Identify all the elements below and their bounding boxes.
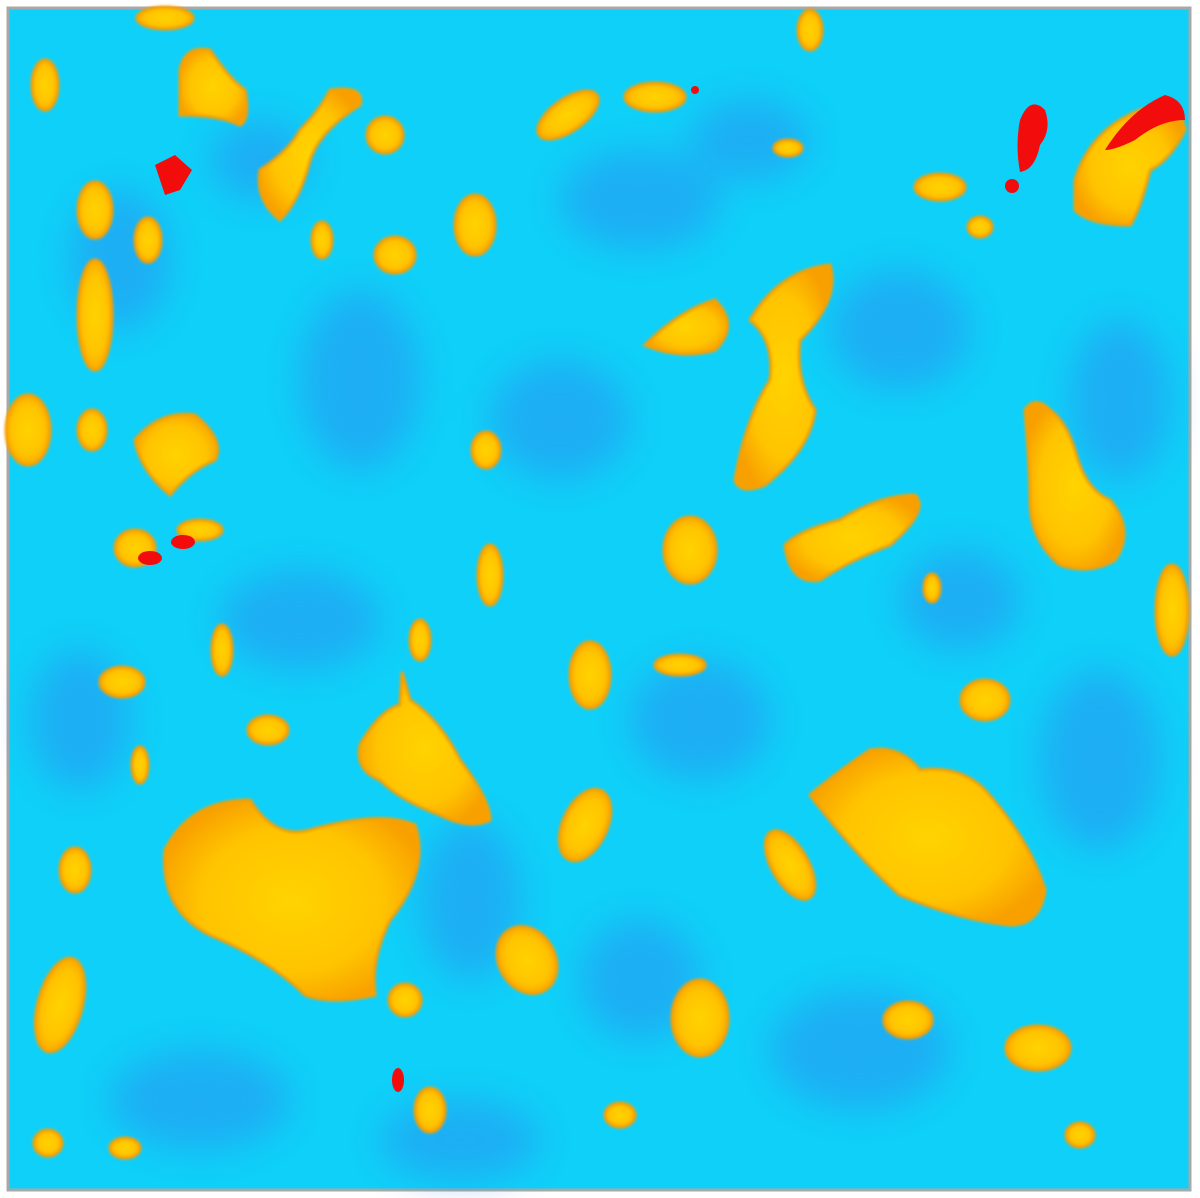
cool-regions xyxy=(30,100,1170,1180)
peak-blob xyxy=(691,86,699,94)
peak-blob xyxy=(155,155,192,195)
hot-blob xyxy=(476,543,504,607)
hot-blob xyxy=(310,220,334,260)
hot-blob xyxy=(1073,106,1187,227)
hot-blob xyxy=(642,298,729,356)
cool-patch xyxy=(690,100,810,180)
hot-blob xyxy=(365,115,405,155)
peak-blob xyxy=(1105,95,1185,150)
hot-regions xyxy=(4,5,1190,1160)
cool-patch xyxy=(630,660,770,780)
hot-blob xyxy=(176,518,224,542)
cool-patch xyxy=(830,270,970,390)
peak-regions xyxy=(138,86,1185,1092)
peak-blob xyxy=(171,535,195,549)
hot-blob xyxy=(246,714,290,746)
cool-patch xyxy=(490,360,630,480)
hot-blob xyxy=(653,653,707,677)
peak-blob xyxy=(138,551,162,565)
hot-blob xyxy=(32,1128,64,1158)
cool-patch xyxy=(580,920,700,1040)
hot-blob xyxy=(1154,563,1190,657)
peak-blob xyxy=(1017,104,1048,172)
hot-blob xyxy=(257,87,363,223)
hot-blob xyxy=(133,216,163,264)
hot-blob xyxy=(922,572,942,604)
hot-blob xyxy=(108,1136,142,1160)
hot-blob xyxy=(796,8,824,52)
hot-blob xyxy=(470,430,502,470)
hot-blob xyxy=(130,745,150,785)
hot-blob xyxy=(913,172,967,202)
hot-blob xyxy=(357,671,492,826)
cool-patch xyxy=(1040,670,1160,850)
hot-blob xyxy=(30,58,60,112)
hot-blob xyxy=(408,618,432,662)
hot-blob xyxy=(495,925,559,995)
hot-blob xyxy=(76,408,108,452)
hot-blob xyxy=(1064,1121,1096,1149)
cool-patch xyxy=(300,290,420,470)
cool-patch xyxy=(1070,320,1170,480)
hot-blob xyxy=(568,640,612,710)
hot-blob xyxy=(603,1101,637,1129)
hot-blob xyxy=(1004,1024,1072,1072)
hot-blob xyxy=(413,1086,447,1134)
hot-blob xyxy=(387,982,423,1018)
hot-blob xyxy=(807,747,1047,927)
hot-blob xyxy=(373,235,417,275)
hot-blob xyxy=(453,193,497,257)
cool-patch xyxy=(900,550,1020,650)
hot-blob xyxy=(772,138,804,158)
hot-blob xyxy=(135,5,195,31)
hot-blob xyxy=(76,180,114,240)
hot-blob xyxy=(133,412,219,498)
hot-blob xyxy=(966,215,994,239)
hot-blob xyxy=(33,956,87,1054)
hot-blob xyxy=(733,263,834,491)
hot-blob xyxy=(178,47,249,127)
cool-patch xyxy=(380,1100,540,1180)
hot-blob xyxy=(783,493,921,583)
cool-patch xyxy=(420,820,520,980)
hot-blob xyxy=(623,81,687,113)
hot-blob xyxy=(76,258,114,372)
hot-blob xyxy=(763,829,817,901)
cool-patch xyxy=(110,1050,290,1150)
hot-blob xyxy=(536,89,600,141)
hot-blob xyxy=(670,978,730,1058)
cool-patch xyxy=(560,150,720,250)
cool-patch xyxy=(220,570,380,670)
hot-blob xyxy=(882,1000,934,1040)
hot-blob xyxy=(662,515,718,585)
hot-blob xyxy=(4,393,52,467)
hot-blob xyxy=(98,665,146,699)
hot-blob xyxy=(163,798,421,1002)
hot-blob xyxy=(959,678,1011,722)
hot-blob xyxy=(1023,401,1126,571)
peak-blob xyxy=(1005,179,1019,193)
hot-blob xyxy=(557,787,613,863)
hot-blob xyxy=(210,623,234,677)
peak-blob xyxy=(392,1068,404,1092)
hot-blob xyxy=(58,846,92,894)
